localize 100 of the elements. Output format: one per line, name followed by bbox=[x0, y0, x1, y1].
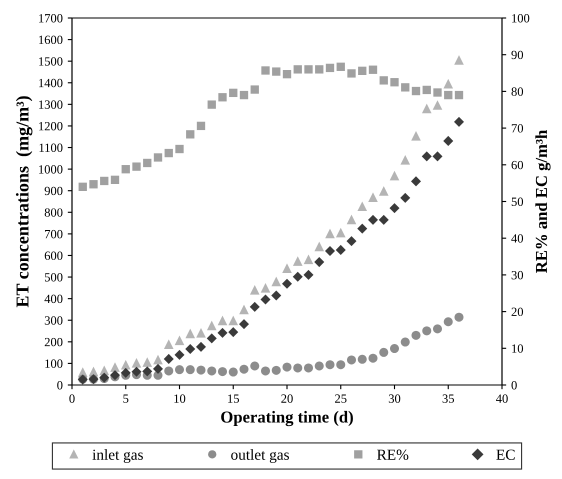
y-tick-label: 1700 bbox=[39, 14, 62, 22]
point bbox=[293, 363, 302, 372]
point bbox=[389, 203, 400, 214]
point bbox=[240, 90, 248, 100]
point bbox=[239, 304, 249, 314]
point bbox=[272, 366, 281, 375]
point bbox=[336, 244, 346, 255]
x-tick-label: 5 bbox=[123, 394, 128, 403]
point bbox=[443, 78, 454, 88]
point bbox=[358, 66, 366, 76]
point bbox=[100, 176, 108, 186]
point bbox=[347, 355, 356, 364]
point bbox=[433, 324, 442, 334]
y2-tick-label: 10 bbox=[512, 344, 524, 353]
point bbox=[250, 284, 260, 295]
point bbox=[78, 182, 87, 191]
point bbox=[218, 367, 227, 376]
point bbox=[250, 85, 259, 94]
point bbox=[196, 342, 206, 352]
point bbox=[324, 246, 336, 256]
point bbox=[346, 214, 356, 224]
point bbox=[238, 319, 250, 330]
y-tick-label: 700 bbox=[45, 230, 62, 238]
point bbox=[174, 350, 185, 360]
point bbox=[454, 55, 464, 65]
point bbox=[122, 165, 130, 174]
point bbox=[379, 348, 388, 357]
point bbox=[304, 363, 313, 372]
point bbox=[422, 151, 432, 162]
point bbox=[336, 62, 345, 71]
point bbox=[368, 354, 378, 363]
point bbox=[282, 278, 292, 289]
point bbox=[229, 88, 238, 98]
point bbox=[346, 236, 357, 246]
point bbox=[325, 228, 335, 238]
point bbox=[304, 254, 314, 264]
y-tick-label: 500 bbox=[44, 273, 62, 282]
point bbox=[282, 263, 292, 274]
x-tick-label: 20 bbox=[281, 394, 293, 403]
point bbox=[314, 257, 324, 268]
point bbox=[207, 366, 216, 376]
y-tick-label: 1100 bbox=[40, 144, 62, 152]
point bbox=[196, 122, 206, 130]
point bbox=[142, 366, 152, 376]
point bbox=[282, 70, 292, 78]
point bbox=[326, 64, 334, 72]
point bbox=[186, 130, 194, 139]
y2-tick-label: 100 bbox=[512, 14, 530, 22]
point bbox=[422, 86, 431, 94]
point bbox=[153, 354, 163, 364]
point bbox=[228, 316, 238, 326]
point bbox=[132, 162, 141, 171]
point bbox=[250, 302, 260, 312]
point bbox=[164, 354, 174, 364]
point bbox=[260, 294, 271, 304]
point bbox=[422, 326, 432, 336]
y2-tick-label: 30 bbox=[512, 270, 524, 280]
point bbox=[185, 328, 196, 338]
point bbox=[358, 354, 367, 364]
y2-axis-title: RE% and EC g/m³h bbox=[535, 130, 551, 273]
y-tick-label: 1400 bbox=[39, 78, 62, 88]
point bbox=[110, 176, 120, 184]
y-tick-label: 300 bbox=[44, 316, 62, 325]
point bbox=[433, 88, 442, 97]
y-tick-label: 1200 bbox=[39, 122, 62, 130]
x-tick-label: 30 bbox=[388, 394, 400, 403]
point bbox=[326, 360, 334, 370]
point bbox=[454, 90, 464, 100]
point bbox=[314, 242, 324, 252]
point bbox=[454, 116, 464, 127]
legend-label: EC bbox=[496, 450, 515, 460]
y-tick-label: 1300 bbox=[39, 100, 62, 109]
point bbox=[261, 66, 270, 75]
y2-tick-label: 90 bbox=[511, 50, 524, 60]
point bbox=[304, 65, 313, 74]
y-tick-label: 200 bbox=[44, 338, 62, 346]
point bbox=[208, 100, 216, 109]
x-tick-label: 15 bbox=[228, 394, 240, 403]
y2-tick-label: 20 bbox=[512, 308, 524, 316]
point bbox=[164, 148, 173, 158]
point bbox=[174, 336, 184, 346]
point bbox=[186, 365, 195, 374]
point bbox=[368, 66, 378, 74]
point bbox=[292, 256, 303, 266]
point bbox=[314, 362, 324, 371]
point bbox=[185, 344, 196, 354]
point bbox=[444, 90, 452, 100]
legend-label: RE% bbox=[377, 450, 408, 460]
point bbox=[217, 328, 228, 338]
y2-tick-label: 50 bbox=[512, 198, 524, 206]
y2-tick-label: 0 bbox=[512, 381, 517, 390]
point bbox=[132, 358, 142, 368]
point bbox=[164, 339, 174, 350]
point bbox=[282, 362, 292, 372]
y-tick-label: 1600 bbox=[39, 36, 62, 44]
point bbox=[120, 368, 131, 378]
point bbox=[143, 158, 152, 168]
point bbox=[228, 368, 238, 377]
x-tick-label: 35 bbox=[442, 394, 454, 403]
y2-tick-label: 70 bbox=[512, 124, 524, 133]
